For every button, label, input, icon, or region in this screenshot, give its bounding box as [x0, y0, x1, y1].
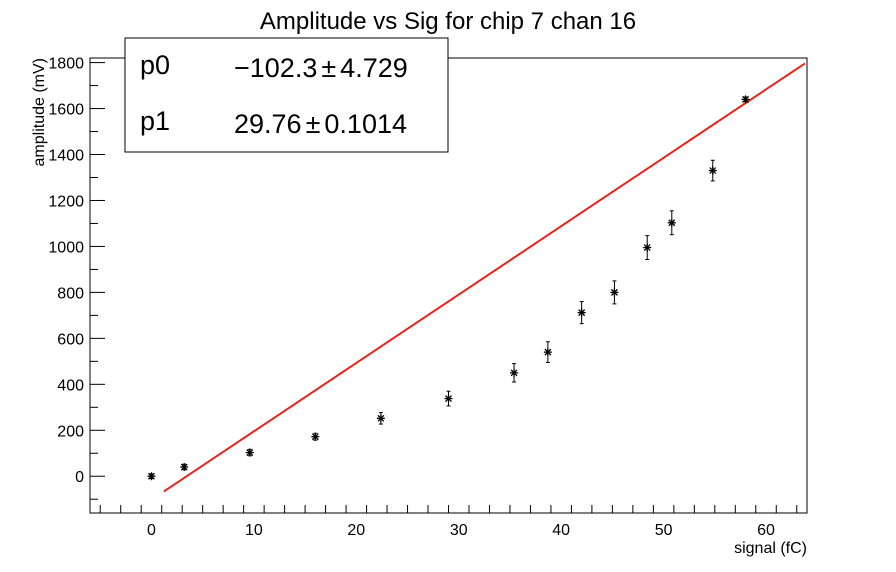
- stats-p0-pm: ±: [321, 53, 336, 83]
- data-point: [708, 159, 717, 182]
- marker-stroke: [610, 288, 618, 296]
- data-point: [577, 301, 586, 325]
- stats-p0-name: p0: [140, 50, 170, 80]
- data-point: [180, 463, 189, 472]
- marker-stroke: [147, 472, 155, 480]
- stats-p0-estimate: −102.3: [234, 53, 317, 83]
- x-tick-label: 10: [245, 522, 263, 539]
- y-tick-label: 1200: [48, 193, 84, 210]
- stats-p0-value: −102.3 ±4.729: [234, 53, 408, 83]
- data-point: [543, 341, 552, 363]
- y-tick-label: 1400: [48, 148, 84, 165]
- fit-line-group: [163, 62, 806, 493]
- marker-stroke: [510, 369, 518, 377]
- data-point: [311, 432, 320, 441]
- y-tick-label: 800: [57, 285, 84, 302]
- data-point: [741, 95, 750, 104]
- marker-stroke: [709, 167, 717, 175]
- marker-stroke: [643, 244, 651, 252]
- chart-title: Amplitude vs Sig for chip 7 chan 16: [260, 8, 636, 35]
- marker-stroke: [578, 309, 586, 317]
- data-point: [667, 210, 676, 236]
- stats-p1-name: p1: [140, 106, 170, 136]
- marker-stroke: [445, 395, 452, 403]
- data-point: [147, 472, 156, 481]
- stats-p1-value: 29.76 ±0.1014: [234, 109, 407, 139]
- x-tick-label: 0: [147, 522, 156, 539]
- x-tick-label: 30: [450, 522, 468, 539]
- y-tick-label: 400: [57, 377, 84, 394]
- stats-p0-error: 4.729: [340, 53, 408, 83]
- marker-stroke: [544, 348, 552, 356]
- marker-stroke: [377, 414, 385, 422]
- x-axis-title: signal (fC): [734, 540, 807, 557]
- x-tick-label: 60: [757, 522, 775, 539]
- x-tick-label: 40: [552, 522, 570, 539]
- y-tick-label: 600: [57, 331, 84, 348]
- data-point: [643, 235, 652, 261]
- fit-line: [163, 62, 806, 493]
- stats-box-frame: [124, 37, 449, 153]
- marker-stroke: [180, 463, 188, 471]
- y-tick-label: 200: [57, 423, 84, 440]
- x-tick-label: 50: [655, 522, 673, 539]
- data-points: [147, 95, 750, 481]
- marker-stroke: [668, 219, 676, 227]
- y-tick-labels: 0 200 400 600 800 1000 1200 1400 1600 1800: [48, 56, 84, 487]
- x-tick-label: 20: [347, 522, 365, 539]
- marker-stroke: [246, 449, 254, 457]
- data-point: [376, 412, 385, 425]
- y-tick-label: 1800: [48, 56, 84, 73]
- axis-ticks: [90, 62, 798, 513]
- x-tick-labels: 0 10 20 30 40 50 60: [147, 522, 775, 539]
- data-point: [245, 448, 254, 457]
- data-point: [444, 390, 453, 407]
- y-axis-title: amplitude (mV): [31, 58, 48, 166]
- y-tick-label: 1000: [48, 239, 84, 256]
- marker-stroke: [742, 95, 750, 103]
- stats-p1-error: 0.1014: [324, 109, 407, 139]
- y-tick-label: 1600: [48, 102, 84, 119]
- data-point: [610, 280, 619, 305]
- y-tick-label: 0: [75, 469, 84, 486]
- stats-p1-pm: ±: [306, 109, 321, 139]
- stats-box: p0 −102.3 ±4.729 p1 29.76 ±0.1014: [124, 37, 449, 153]
- marker-stroke: [311, 433, 319, 441]
- stats-p1-estimate: 29.76: [234, 109, 302, 139]
- data-point: [510, 363, 519, 383]
